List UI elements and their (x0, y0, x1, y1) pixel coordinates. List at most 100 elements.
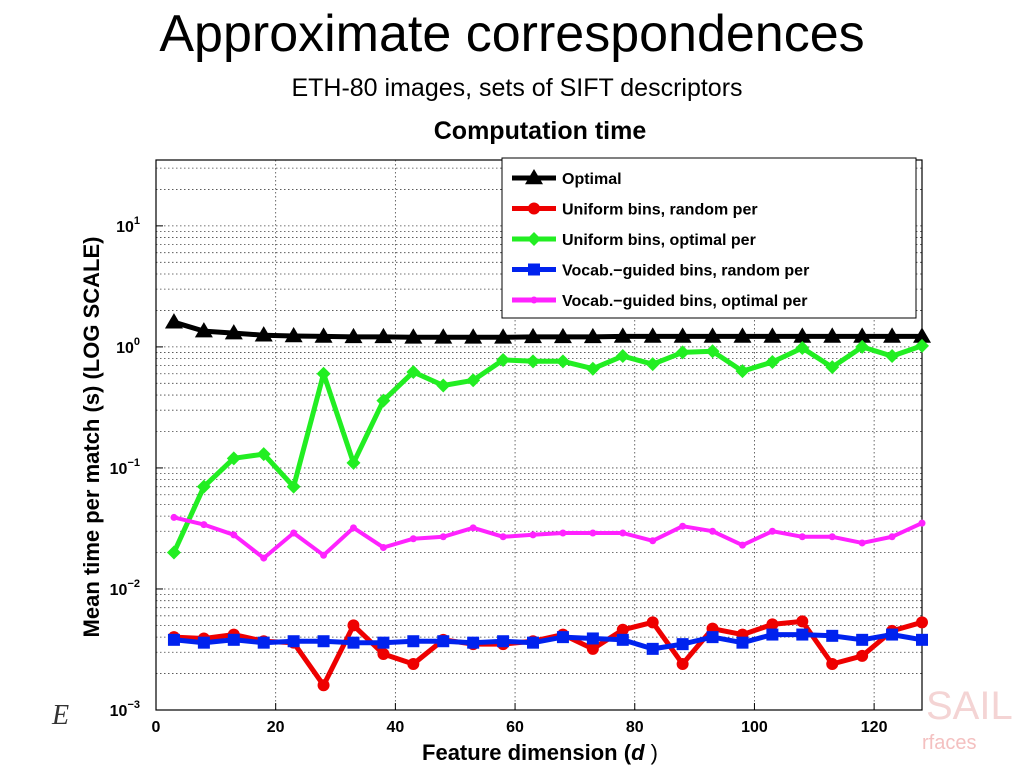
data-point (763, 327, 782, 343)
data-point (738, 541, 746, 549)
series-line (173, 618, 923, 688)
legend: Optimal Uniform bins, random per Uniform b… (501, 157, 917, 319)
data-point (583, 327, 602, 344)
legend-label: Uniform bins, random per (562, 202, 758, 219)
data-point (916, 616, 928, 629)
data-point (796, 628, 809, 641)
data-point (164, 313, 183, 329)
data-point (795, 340, 810, 355)
data-point (886, 628, 899, 641)
legend-item-3: Uniform bins, optimal per (512, 232, 756, 249)
series-1 (164, 313, 931, 344)
data-point (287, 635, 300, 648)
data-point (826, 629, 839, 642)
data-point (585, 361, 600, 376)
slide-subtitle: ETH-80 images, sets of SIFT descriptors (291, 74, 743, 102)
x-tick-label: 60 (506, 719, 524, 736)
data-point (284, 327, 303, 343)
y-tick-label: 10−2 (110, 578, 140, 599)
data-point (167, 633, 180, 646)
data-point (407, 635, 420, 648)
data-point (733, 327, 752, 343)
data-point (643, 327, 662, 343)
data-point (856, 649, 869, 662)
data-point (793, 327, 812, 343)
legend-swatch-marker (525, 169, 543, 185)
data-point (196, 479, 211, 494)
data-point (317, 635, 330, 648)
series-line (173, 515, 923, 561)
data-point (494, 328, 513, 344)
data-point (320, 551, 328, 559)
data-point (765, 355, 780, 370)
data-point (649, 537, 657, 545)
data-point (407, 657, 420, 670)
data-point (798, 533, 806, 541)
data-point (589, 529, 597, 537)
data-point (316, 366, 331, 381)
data-point (170, 513, 178, 521)
data-point (254, 326, 273, 342)
data-point (469, 524, 477, 532)
data-point (224, 324, 243, 340)
data-point (439, 533, 447, 541)
data-point (616, 623, 629, 636)
data-point (676, 638, 689, 651)
data-point (524, 327, 543, 344)
data-point (766, 628, 779, 641)
data-point (409, 535, 417, 543)
legend-swatch-marker (530, 296, 538, 304)
data-point (858, 539, 866, 547)
data-point (317, 679, 330, 692)
data-point (344, 327, 363, 344)
data-point (915, 338, 929, 353)
series-4 (167, 628, 928, 655)
data-point (527, 636, 540, 649)
data-point (166, 545, 181, 560)
data-point (347, 619, 360, 632)
data-point (709, 527, 717, 535)
data-point (436, 378, 451, 393)
data-point (200, 521, 208, 529)
data-point (314, 327, 333, 343)
series-line (171, 343, 923, 554)
data-point (499, 533, 507, 541)
data-point (586, 642, 599, 655)
watermark-logo-text: SAIL (926, 684, 1013, 728)
x-tick-label: 40 (386, 719, 404, 736)
legend-box (501, 157, 917, 319)
data-point (197, 636, 210, 649)
data-point (286, 479, 301, 494)
data-point (256, 447, 271, 462)
y-axis-label: Mean time per match (s) (LOG SCALE) (79, 237, 104, 638)
data-point (855, 339, 870, 354)
data-point (888, 533, 896, 541)
data-point (374, 327, 393, 344)
x-tick-label: 100 (741, 719, 768, 736)
data-point (347, 636, 360, 649)
data-point (529, 531, 537, 539)
data-point (916, 633, 928, 646)
data-point (377, 636, 390, 649)
data-point (853, 327, 872, 343)
x-axis-label: Feature dimension (d ) (422, 740, 658, 765)
x-tick-label: 20 (267, 719, 285, 736)
data-point (615, 349, 630, 364)
data-point (823, 327, 842, 343)
data-point (768, 527, 776, 535)
data-point (227, 633, 240, 646)
series-5 (170, 513, 926, 562)
y-tick-label: 10−3 (110, 699, 140, 720)
y-tick-label: 100 (116, 336, 140, 357)
data-point (826, 657, 839, 670)
data-point (434, 328, 453, 344)
data-point (703, 327, 722, 343)
data-point (646, 642, 659, 655)
data-point (706, 631, 719, 644)
data-point (766, 618, 779, 631)
watermark-footer-text: rfaces (922, 732, 977, 754)
legend-label: Uniform bins, optimal per (562, 232, 756, 249)
data-point (466, 373, 481, 388)
data-point (467, 636, 480, 649)
